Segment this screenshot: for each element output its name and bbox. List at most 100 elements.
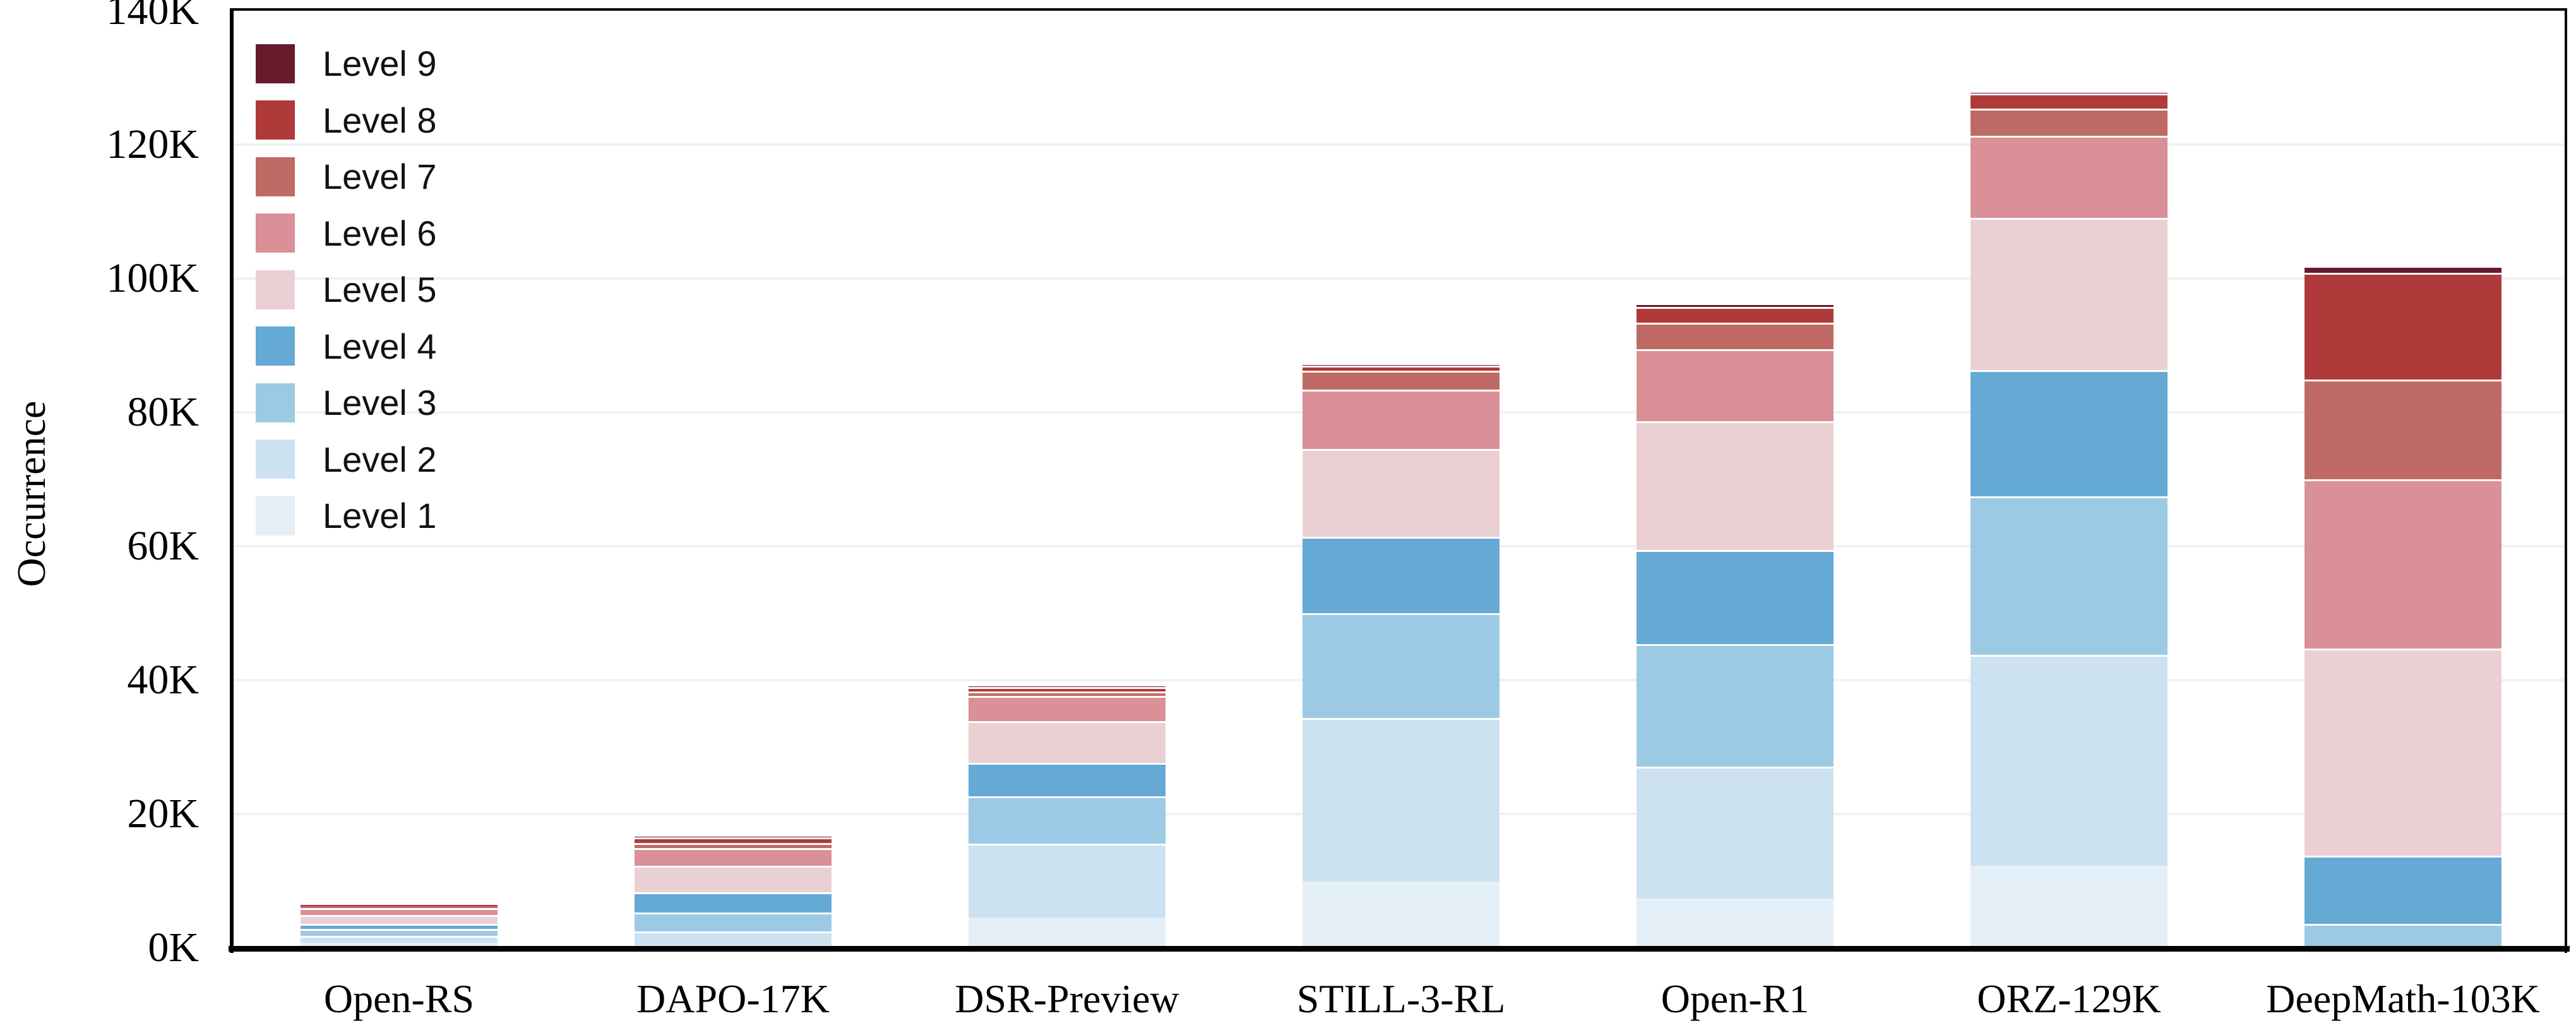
legend-label: Level 7 xyxy=(323,157,437,196)
bar-segment-level-7 xyxy=(2305,380,2501,480)
legend-swatch-level-6 xyxy=(256,213,295,253)
bar-open-r1 xyxy=(1637,305,1834,948)
bar-segment-level-7 xyxy=(635,842,832,848)
y-tick-label-120k: 120K xyxy=(106,121,199,167)
legend-item-level-8: Level 8 xyxy=(256,100,437,141)
plot-border-top xyxy=(230,8,2567,11)
bar-segment-level-3 xyxy=(2305,923,2501,947)
y-tick-label-80k: 80K xyxy=(127,389,199,435)
bar-segment-level-4 xyxy=(1303,537,1500,614)
bar-segment-level-8 xyxy=(1637,306,1834,323)
x-axis-label-deepmath-103k: DeepMath-103K xyxy=(2266,976,2540,1021)
bar-segment-level-7 xyxy=(1637,323,1834,350)
legend-swatch-level-3 xyxy=(256,383,295,422)
bar-segment-level-6 xyxy=(1971,136,2168,218)
legend-label: Level 2 xyxy=(323,439,437,479)
bar-segment-level-4 xyxy=(1637,550,1834,644)
y-tick-label-60k: 60K xyxy=(127,523,199,569)
gridline-100k xyxy=(234,277,2565,280)
y-tick-label-0k: 0K xyxy=(148,924,199,971)
bar-segment-level-8 xyxy=(635,837,832,843)
bar-segment-level-6 xyxy=(2305,479,2501,649)
bar-segment-level-4 xyxy=(1971,370,2168,496)
y-tick-label-140k: 140K xyxy=(106,0,199,33)
plot-border-right xyxy=(2565,8,2567,953)
bar-segment-level-4 xyxy=(635,892,832,913)
bar-segment-level-5 xyxy=(1971,217,2168,371)
legend-swatch-level-9 xyxy=(256,44,295,83)
x-axis-line xyxy=(229,946,2570,952)
bar-orz-129k xyxy=(1971,93,2168,948)
bar-segment-level-6 xyxy=(635,847,832,866)
y-tick-label-100k: 100K xyxy=(106,255,199,301)
bar-segment-level-6 xyxy=(301,907,498,915)
bar-segment-level-8 xyxy=(2305,272,2501,380)
bar-dapo-17k xyxy=(635,837,832,948)
bar-open-rs xyxy=(301,902,498,948)
legend-label: Level 8 xyxy=(323,100,437,140)
legend-label: Level 3 xyxy=(323,383,437,422)
bar-segment-level-9 xyxy=(301,902,498,904)
bar-segment-level-1 xyxy=(1971,865,2168,948)
bar-still-3-rl xyxy=(1303,365,1500,948)
bar-segment-level-4 xyxy=(2305,855,2501,924)
bar-segment-level-5 xyxy=(1303,449,1500,537)
legend-swatch-level-5 xyxy=(256,270,295,309)
legend-label: Level 5 xyxy=(323,270,437,309)
bar-segment-level-9 xyxy=(1303,365,1500,366)
y-tick-label-20k: 20K xyxy=(127,791,199,837)
bar-segment-level-8 xyxy=(969,687,1166,692)
legend-item-level-2: Level 2 xyxy=(256,439,437,480)
legend-swatch-level-1 xyxy=(256,496,295,535)
bar-segment-level-3 xyxy=(1637,643,1834,767)
bar-segment-level-2 xyxy=(1637,766,1834,899)
bar-segment-level-7 xyxy=(301,906,498,908)
x-axis-label-open-r1: Open-R1 xyxy=(1661,976,1810,1021)
bar-segment-level-3 xyxy=(301,929,498,936)
bar-segment-level-5 xyxy=(2305,649,2501,856)
bar-segment-level-1 xyxy=(1637,898,1834,948)
legend-label: Level 6 xyxy=(323,213,437,253)
gridline-120k xyxy=(234,143,2565,146)
bar-segment-level-1 xyxy=(1303,882,1500,948)
x-axis-label-still-3-rl: STILL-3-RL xyxy=(1296,976,1506,1021)
bar-segment-level-6 xyxy=(1303,390,1500,450)
legend-swatch-level-8 xyxy=(256,100,295,140)
bar-segment-level-3 xyxy=(635,912,832,931)
legend-label: Level 1 xyxy=(323,496,437,535)
bar-segment-level-5 xyxy=(301,914,498,924)
bar-segment-level-8 xyxy=(1303,366,1500,371)
legend-swatch-level-7 xyxy=(256,157,295,196)
y-tick-label-40k: 40K xyxy=(127,657,199,703)
bar-segment-level-6 xyxy=(969,696,1166,721)
bar-deepmath-103k xyxy=(2305,266,2501,948)
legend-item-level-5: Level 5 xyxy=(256,269,437,310)
x-axis-label-open-rs: Open-RS xyxy=(323,976,475,1021)
bar-segment-level-1 xyxy=(301,942,498,948)
bar-segment-level-2 xyxy=(969,843,1166,918)
bar-segment-level-3 xyxy=(1303,613,1500,719)
legend-item-level-4: Level 4 xyxy=(256,326,437,367)
bar-segment-level-6 xyxy=(1637,349,1834,421)
bar-segment-level-5 xyxy=(635,865,832,893)
bar-segment-level-1 xyxy=(969,918,1166,948)
x-axis-label-dsr-preview: DSR-Preview xyxy=(955,976,1179,1021)
legend-item-level-6: Level 6 xyxy=(256,213,437,254)
legend-item-level-1: Level 1 xyxy=(256,495,437,536)
bar-segment-level-3 xyxy=(969,796,1166,844)
bar-segment-level-7 xyxy=(1303,371,1500,390)
legend-swatch-level-4 xyxy=(256,326,295,366)
legend-swatch-level-2 xyxy=(256,440,295,479)
legend-label: Level 9 xyxy=(323,44,437,83)
bar-segment-level-2 xyxy=(635,931,832,945)
legend-label: Level 4 xyxy=(323,326,437,366)
bar-segment-level-5 xyxy=(969,721,1166,763)
bar-segment-level-9 xyxy=(1637,305,1834,307)
bar-segment-level-2 xyxy=(1971,654,2168,866)
bar-dsr-preview xyxy=(969,686,1166,948)
bar-segment-level-9 xyxy=(2305,266,2501,273)
legend-item-level-7: Level 7 xyxy=(256,156,437,197)
bar-segment-level-8 xyxy=(1971,93,2168,109)
bar-segment-level-9 xyxy=(969,686,1166,688)
